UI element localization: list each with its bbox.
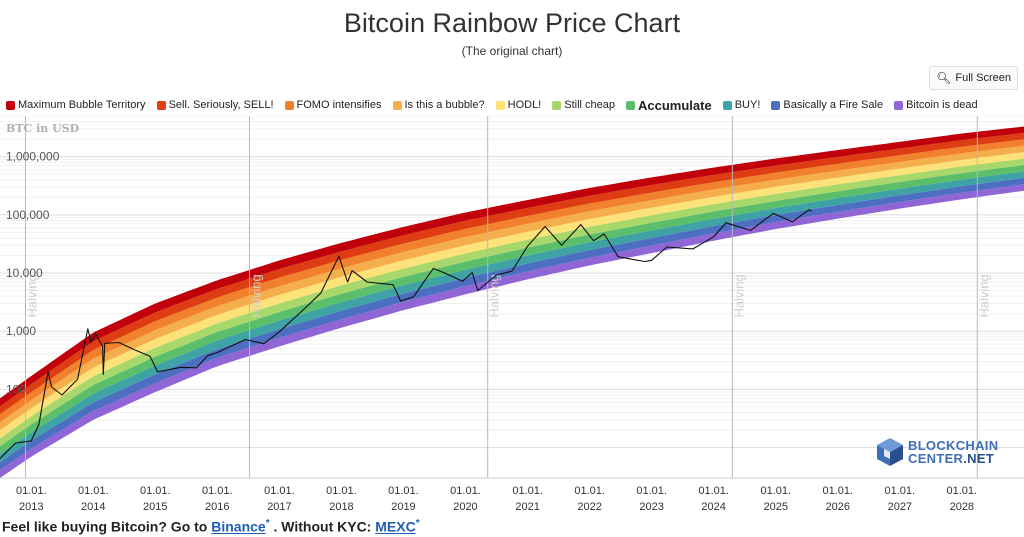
legend-swatch <box>722 100 732 110</box>
legend-item[interactable]: Accumulate <box>626 98 712 113</box>
x-tick-date: 01.01. <box>947 485 978 497</box>
y-tick-label: 1,000 <box>6 324 36 338</box>
cube-logo-icon <box>877 438 903 466</box>
x-tick-date: 01.01. <box>885 485 916 497</box>
y-axis-title: BTC in USD <box>6 122 80 135</box>
legend-swatch <box>626 100 636 110</box>
legend-label: Still cheap <box>564 99 616 111</box>
rainbow-chart: Halving Halving Halving Halving Halving BTC … <box>0 116 1024 513</box>
legend-label: Is this a bubble? <box>404 99 485 111</box>
x-axis: 01.01. 2013 01.01. 2014 01.01. 2015 01.01. 2016… <box>0 477 1024 513</box>
x-tick-year: 2013 <box>19 501 43 513</box>
x-tick-year: 2019 <box>391 501 415 513</box>
x-tick-date: 01.01. <box>698 485 729 497</box>
legend-swatch <box>771 100 781 110</box>
price-series <box>0 209 813 459</box>
legend-item[interactable]: Is this a bubble? <box>392 99 485 111</box>
magnifier-icon: 🔍︎ <box>936 71 952 85</box>
x-tick-year: 2023 <box>639 501 663 513</box>
x-tick-year: 2028 <box>950 501 974 513</box>
legend-swatch <box>392 100 402 110</box>
legend: Maximum Bubble Territory Sell. Seriously,… <box>6 97 989 113</box>
y-axis: BTC in USD 100 1,000 10,000 100,000 1,000,000 <box>6 122 80 396</box>
x-tick-date: 01.01. <box>202 485 233 497</box>
x-tick-date: 01.01. <box>636 485 667 497</box>
legend-label: HODL! <box>507 99 542 111</box>
chart-title: Bitcoin Rainbow Price Chart <box>343 8 681 38</box>
x-tick-date: 01.01. <box>264 485 295 497</box>
logo-line1: BLOCKCHAIN <box>908 438 999 453</box>
x-tick-year: 2020 <box>453 501 477 513</box>
halving-label: Halving <box>731 274 746 317</box>
x-tick-year: 2018 <box>329 501 353 513</box>
x-tick-year: 2026 <box>826 501 850 513</box>
x-tick-date: 01.01. <box>823 485 854 497</box>
legend-swatch <box>552 100 562 110</box>
halving-label: Halving <box>249 274 264 317</box>
x-tick-year: 2022 <box>577 501 601 513</box>
legend-label: Accumulate <box>638 97 712 113</box>
legend-item[interactable]: Maximum Bubble Territory <box>6 99 146 111</box>
x-tick-date: 01.01. <box>574 485 605 497</box>
x-tick-date: 01.01. <box>16 485 47 497</box>
halving-label: Halving <box>487 274 502 317</box>
x-tick-year: 2027 <box>888 501 912 513</box>
y-tick-label: 1,000,000 <box>6 150 60 164</box>
legend-swatch <box>156 100 166 110</box>
halving-label: Halving <box>24 274 39 317</box>
rainbow-bands <box>0 126 1024 478</box>
x-tick-year: 2015 <box>143 501 167 513</box>
x-tick-year: 2021 <box>515 501 539 513</box>
logo-line2: CENTER <box>908 451 964 466</box>
legend-item[interactable]: Basically a Fire Sale <box>771 99 883 111</box>
legend-swatch <box>284 100 294 110</box>
x-tick-date: 01.01. <box>140 485 171 497</box>
legend-item[interactable]: BUY! <box>722 99 761 111</box>
legend-swatch <box>894 100 904 110</box>
legend-label: Sell. Seriously, SELL! <box>168 99 274 111</box>
legend-item[interactable]: Sell. Seriously, SELL! <box>156 99 274 111</box>
legend-swatch <box>495 100 505 110</box>
x-tick-date: 01.01. <box>78 485 109 497</box>
binance-link[interactable]: Binance <box>211 518 266 535</box>
legend-label: FOMO intensifies <box>296 99 382 111</box>
y-tick-label: 100 <box>6 382 26 396</box>
fullscreen-label: Full Screen <box>955 72 1011 84</box>
legend-item[interactable]: FOMO intensifies <box>284 99 382 111</box>
price-line <box>0 209 813 459</box>
x-tick-date: 01.01. <box>326 485 357 497</box>
logo-net: .NET <box>963 451 995 466</box>
legend-item[interactable]: Still cheap <box>552 99 615 111</box>
halving-lines: Halving Halving Halving Halving Halving <box>24 116 991 478</box>
legend-item[interactable]: Bitcoin is dead <box>894 99 978 111</box>
binance-asterisk: * <box>265 518 270 529</box>
legend-label: Maximum Bubble Territory <box>18 99 146 111</box>
x-tick-year: 2017 <box>267 501 291 513</box>
x-tick-year: 2025 <box>764 501 788 513</box>
footer-middle: . Without KYC: <box>269 518 376 535</box>
x-tick-year: 2014 <box>81 501 105 513</box>
blockchaincenter-logo: BLOCKCHAIN CENTER.NET <box>876 437 998 467</box>
legend-item[interactable]: HODL! <box>495 99 542 111</box>
mexc-link[interactable]: MEXC <box>375 518 416 535</box>
legend-label: Basically a Fire Sale <box>783 99 884 111</box>
footer-prefix: Feel like buying Bitcoin? Go to <box>2 518 212 535</box>
y-tick-label: 100,000 <box>6 208 50 222</box>
x-tick-date: 01.01. <box>512 485 543 497</box>
legend-label: Bitcoin is dead <box>906 99 978 111</box>
x-tick-year: 2024 <box>701 501 725 513</box>
halving-label: Halving <box>976 274 991 317</box>
legend-label: BUY! <box>734 99 761 111</box>
x-tick-year: 2016 <box>205 501 229 513</box>
fullscreen-button[interactable]: 🔍︎ Full Screen <box>929 66 1018 90</box>
x-tick-date: 01.01. <box>388 485 419 497</box>
mexc-asterisk: * <box>415 518 420 529</box>
x-tick-date: 01.01. <box>450 485 481 497</box>
x-tick-date: 01.01. <box>761 485 792 497</box>
legend-swatch <box>6 100 15 110</box>
chart-subtitle: (The original chart) <box>461 44 563 58</box>
footer-promo: Feel like buying Bitcoin? Go to Binance*… <box>2 518 420 535</box>
y-tick-label: 10,000 <box>6 266 43 280</box>
